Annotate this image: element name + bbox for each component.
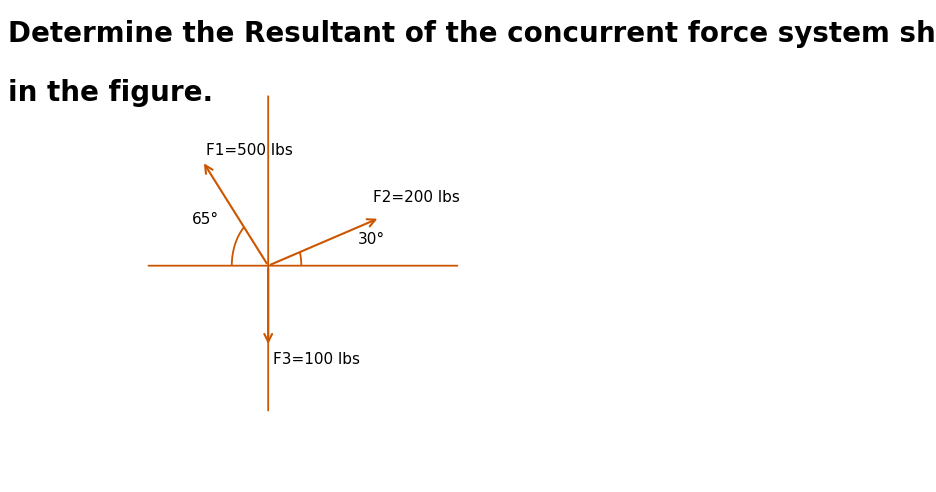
Text: F3=100 lbs: F3=100 lbs: [273, 352, 360, 367]
Text: 65°: 65°: [192, 212, 219, 227]
Text: F2=200 lbs: F2=200 lbs: [373, 190, 460, 205]
Text: Determine the Resultant of the concurrent force system shown: Determine the Resultant of the concurren…: [7, 20, 936, 48]
Text: in the figure.: in the figure.: [7, 79, 212, 107]
Text: F1=500 lbs: F1=500 lbs: [206, 144, 292, 158]
Text: 30°: 30°: [358, 232, 385, 246]
